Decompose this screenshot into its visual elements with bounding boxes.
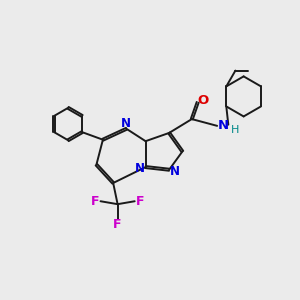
Text: H: H bbox=[231, 125, 240, 135]
Text: O: O bbox=[197, 94, 208, 107]
Text: N: N bbox=[135, 162, 145, 175]
Text: N: N bbox=[169, 165, 179, 178]
Text: N: N bbox=[218, 119, 229, 132]
Text: F: F bbox=[91, 195, 100, 208]
Text: N: N bbox=[121, 117, 131, 130]
Text: F: F bbox=[113, 218, 122, 231]
Text: F: F bbox=[136, 195, 144, 208]
